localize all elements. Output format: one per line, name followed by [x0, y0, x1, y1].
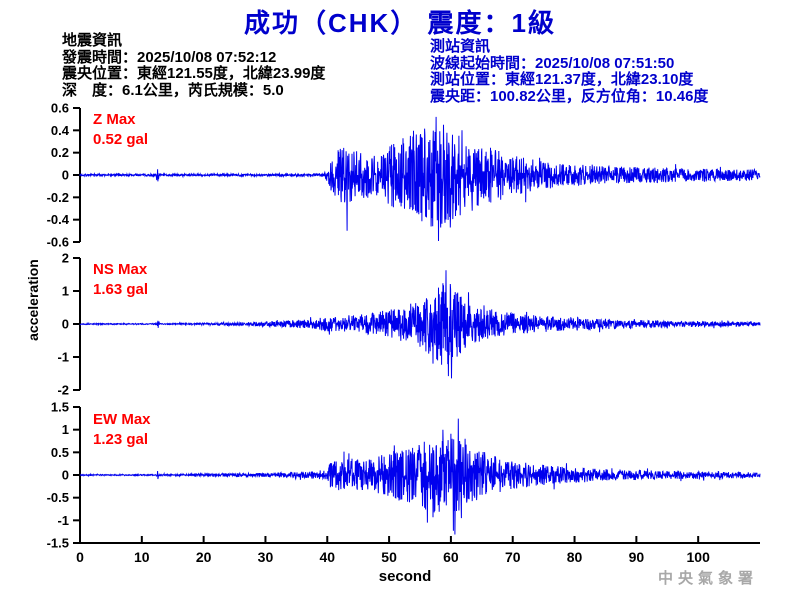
ns-max-title: NS Max: [93, 261, 148, 278]
z-max-value: 0.52 gal: [93, 131, 149, 148]
z-ytick-0.4: 0.4: [51, 123, 70, 138]
z-waveform: [79, 116, 761, 242]
xtick-10: 10: [134, 549, 150, 565]
ns-max-value: 1.63 gal: [93, 281, 149, 298]
ns-waveform: [79, 270, 761, 379]
ew-ytick-1: 1: [62, 422, 69, 437]
x-axis-label: second: [378, 568, 432, 585]
z-ytick--0.6: -0.6: [47, 235, 69, 250]
ew-ytick--0.5: -0.5: [47, 490, 69, 505]
ns-ytick--1: -1: [57, 350, 69, 365]
epicenter-location-line: 震央位置：東經121.55度，北緯23.99度: [62, 65, 326, 82]
xtick-70: 70: [505, 549, 521, 565]
z-ytick--0.4: -0.4: [47, 212, 70, 227]
z-ytick-0.2: 0.2: [51, 145, 69, 160]
wave-start-time-line: 波線起始時間：2025/10/08 07:51:50: [430, 54, 675, 72]
station-info-heading: 測站資訊: [430, 38, 491, 55]
ew-ytick--1: -1: [57, 513, 69, 528]
earthquake-info: 地震資訊 發震時間：2025/10/08 07:52:12 震央位置：東經121…: [62, 32, 326, 99]
xtick-20: 20: [196, 549, 212, 565]
agency-watermark: 中央氣象署: [657, 570, 758, 587]
ns-ytick-2: 2: [62, 251, 69, 266]
xtick-50: 50: [381, 549, 397, 565]
ew-waveform: [79, 418, 761, 535]
ns-ytick--2: -2: [57, 383, 69, 398]
ns-ytick-0: 0: [62, 317, 69, 332]
ew-max-title: EW Max: [93, 411, 151, 428]
xtick-90: 90: [629, 549, 645, 565]
xtick-30: 30: [258, 549, 274, 565]
ns-channel-max-label: NS Max 1.63 gal: [93, 260, 148, 300]
xtick-100: 100: [687, 549, 711, 565]
station-info: 測站資訊 波線起始時間：2025/10/08 07:51:50 測站位置：東經1…: [430, 38, 709, 105]
ew-ytick-0: 0: [62, 468, 69, 483]
z-ytick-0.6: 0.6: [51, 101, 69, 116]
z-channel-max-label: Z Max 0.52 gal: [93, 110, 148, 150]
earthquake-info-heading: 地震資訊: [62, 32, 123, 49]
xtick-80: 80: [567, 549, 583, 565]
depth-magnitude-line: 深 度：6.1公里，芮氏規模：5.0: [62, 81, 284, 99]
ew-max-value: 1.23 gal: [93, 431, 149, 448]
z-ytick-0: 0: [62, 168, 69, 183]
ew-ytick-0.5: 0.5: [51, 445, 69, 460]
ew-ytick-1.5: 1.5: [51, 400, 69, 415]
ns-ytick-1: 1: [62, 284, 69, 299]
y-axis-label: acceleration: [25, 259, 41, 341]
station-location-line: 測站位置：東經121.37度，北緯23.10度: [430, 71, 694, 88]
ew-ytick--1.5: -1.5: [47, 536, 69, 551]
z-ytick--0.2: -0.2: [47, 190, 69, 205]
xtick-0: 0: [76, 549, 84, 565]
ew-channel-max-label: EW Max 1.23 gal: [93, 410, 151, 450]
xtick-40: 40: [319, 549, 335, 565]
origin-time-line: 發震時間：2025/10/08 07:52:12: [62, 48, 277, 66]
z-max-title: Z Max: [93, 111, 136, 128]
page-title: 成功（CHK） 震度：1級: [243, 8, 556, 38]
epicentral-distance-line: 震央距：100.82公里，反方位角：10.46度: [430, 87, 709, 105]
xtick-60: 60: [443, 549, 459, 565]
